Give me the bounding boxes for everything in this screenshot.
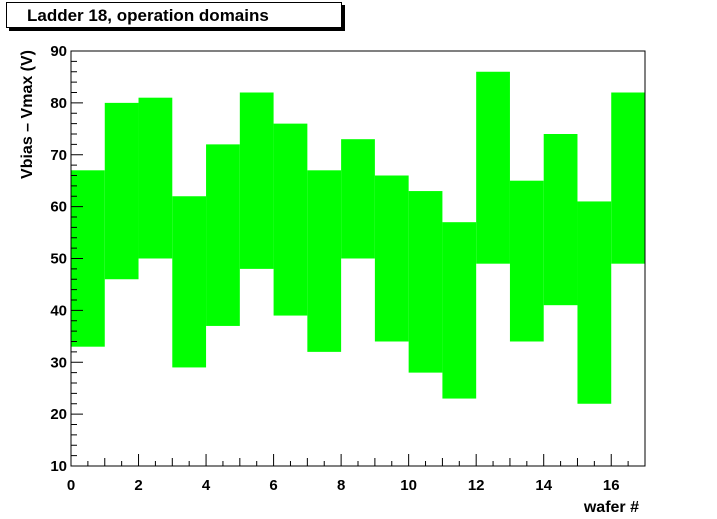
y-tick-label: 60 xyxy=(50,199,67,216)
range-bar-wafer-11 xyxy=(442,222,477,399)
y-tick-label: 20 xyxy=(50,406,67,423)
bars-group xyxy=(71,71,645,404)
chart-title-box: Ladder 18, operation domains xyxy=(6,2,342,28)
y-axis-title: Vbias – Vmax (V) xyxy=(19,50,36,179)
x-tick-label: 6 xyxy=(269,477,277,494)
x-tick-label: 0 xyxy=(67,477,75,494)
range-bar-wafer-13 xyxy=(509,180,544,342)
range-bar-wafer-4 xyxy=(206,144,240,326)
range-bar-wafer-1 xyxy=(104,102,139,280)
chart-title: Ladder 18, operation domains xyxy=(27,6,269,25)
y-tick-label: 50 xyxy=(50,251,67,268)
range-bar-wafer-3 xyxy=(172,196,207,368)
x-tick-label: 2 xyxy=(134,477,142,494)
x-tick-label: 14 xyxy=(535,477,552,494)
range-bar-wafer-2 xyxy=(138,97,173,259)
y-tick-label: 80 xyxy=(50,95,67,112)
range-bar-wafer-6 xyxy=(273,123,308,316)
y-tick-label: 10 xyxy=(50,458,67,475)
range-bar-wafer-8 xyxy=(341,139,375,259)
range-bar-wafer-7 xyxy=(307,170,342,352)
x-tick-label: 10 xyxy=(400,477,417,494)
y-tick-label: 30 xyxy=(50,354,67,371)
x-tick-label: 16 xyxy=(603,477,620,494)
x-tick-label: 4 xyxy=(202,477,211,494)
y-tick-label: 40 xyxy=(50,302,67,319)
axes-group: 0 2 4 6 8 10 12 14 16 10 20 30 40 50 60 70 80 90 xyxy=(50,43,646,494)
x-tick-label: 12 xyxy=(468,477,485,494)
range-bar-wafer-9 xyxy=(374,175,409,342)
y-tick-label: 90 xyxy=(50,43,67,60)
range-bar-wafer-12 xyxy=(476,71,510,264)
range-bar-wafer-15 xyxy=(577,201,612,404)
x-tick-label: 8 xyxy=(337,477,345,494)
y-tick-label: 70 xyxy=(50,147,67,164)
x-axis-title: wafer # xyxy=(583,499,639,516)
range-bar-wafer-16 xyxy=(611,92,645,264)
range-bar-wafer-5 xyxy=(239,92,274,269)
range-bar-wafer-10 xyxy=(408,191,443,373)
range-bar-wafer-14 xyxy=(543,134,578,306)
